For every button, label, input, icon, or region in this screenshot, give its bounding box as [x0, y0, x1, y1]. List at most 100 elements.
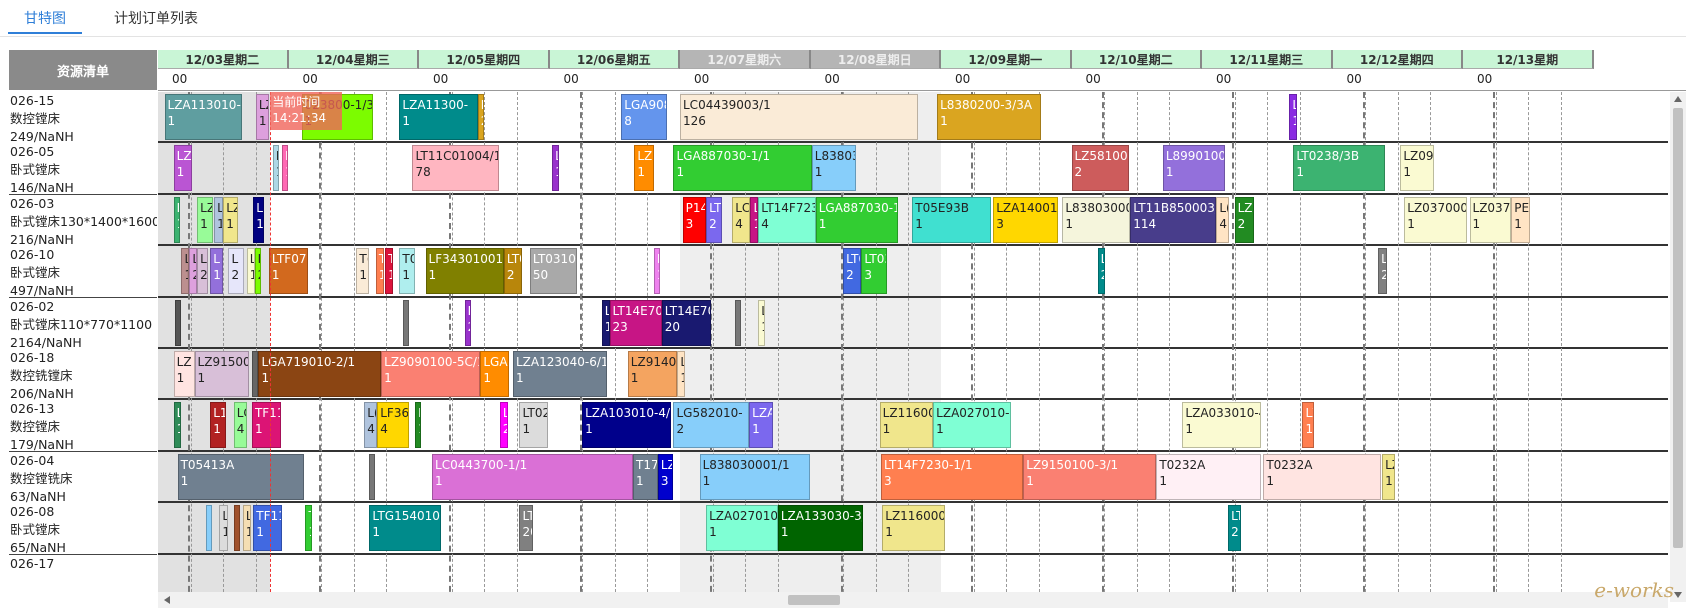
- task-bar[interactable]: LC04439003/1 126: [680, 94, 918, 140]
- task-bar[interactable]: LZA14001- 3: [993, 196, 1059, 243]
- scroll-down-icon[interactable]: [1674, 592, 1682, 598]
- task-bar[interactable]: LZ1160001: [879, 402, 934, 449]
- task-bar[interactable]: LZ9090100-5C/1 1: [381, 351, 481, 397]
- task-bar[interactable]: LT02 1: [519, 402, 549, 449]
- task-bar[interactable]: LZA11300- 1: [399, 94, 478, 140]
- task-bar[interactable]: TF111: [253, 505, 282, 552]
- task-bar[interactable]: [174, 299, 181, 346]
- task-bar[interactable]: L1: [601, 299, 610, 346]
- task-bar[interactable]: L8990100011: [1162, 145, 1226, 192]
- resource-row[interactable]: 026-17: [9, 554, 157, 605]
- task-bar[interactable]: T05413A 1: [177, 453, 305, 500]
- task-bar[interactable]: L1: [750, 196, 759, 243]
- task-bar[interactable]: L2: [499, 402, 508, 449]
- task-bar[interactable]: P14(3: [682, 196, 707, 243]
- resource-row[interactable]: 026-08 卧式镗床 65/NaNH: [9, 503, 157, 557]
- task-bar[interactable]: LZ1160000-1: [882, 505, 945, 552]
- vertical-scroll-thumb[interactable]: [1673, 108, 1683, 548]
- task-bar[interactable]: [206, 505, 213, 552]
- task-bar[interactable]: LZA027010- 1: [706, 505, 778, 552]
- task-bar[interactable]: LZA1: [749, 402, 773, 449]
- task-bar[interactable]: LG582010- 2: [673, 402, 750, 449]
- task-bar[interactable]: LT11B850003/1114: [1130, 196, 1217, 243]
- task-bar[interactable]: L2: [254, 248, 262, 295]
- task-bar[interactable]: LZ1: [1382, 453, 1396, 500]
- task-bar[interactable]: L1: [653, 248, 660, 295]
- task-bar[interactable]: LZ03701: [1469, 196, 1512, 243]
- task-bar[interactable]: L1: [415, 402, 422, 449]
- task-bar[interactable]: LZ91400(1: [627, 351, 678, 397]
- task-bar[interactable]: LC(4: [732, 196, 751, 243]
- task-bar[interactable]: LZA123040-6/1 1: [512, 351, 607, 397]
- task-bar[interactable]: L1: [272, 145, 280, 192]
- resource-row[interactable]: 026-02 卧式镗床110*770*1100 2164/NaNH: [9, 297, 157, 351]
- task-bar[interactable]: [369, 453, 376, 500]
- task-bar[interactable]: L8380200-3/3A 1: [937, 94, 1042, 140]
- task-bar[interactable]: LZ1: [1302, 402, 1315, 449]
- task-bar[interactable]: [734, 299, 741, 346]
- task-bar[interactable]: TF111: [251, 402, 281, 449]
- task-bar[interactable]: [251, 351, 258, 397]
- task-bar[interactable]: L2: [189, 248, 198, 295]
- task-bar[interactable]: T1: [305, 505, 312, 552]
- task-bar[interactable]: L1: [173, 402, 182, 449]
- task-bar[interactable]: L1: [677, 351, 686, 397]
- task-bar[interactable]: LZ58100002: [1071, 145, 1129, 192]
- task-bar[interactable]: LZ3: [657, 453, 674, 500]
- task-bar[interactable]: L2: [1378, 248, 1388, 295]
- resource-row[interactable]: 026-18 数控铣镗床 206/NaNH: [9, 349, 157, 402]
- task-bar[interactable]: L(1: [253, 196, 264, 243]
- task-bar[interactable]: [403, 299, 410, 346]
- task-bar[interactable]: L8380301: [811, 145, 857, 192]
- task-bar[interactable]: LGA887030-1/11: [815, 196, 898, 243]
- task-bar[interactable]: L2: [477, 94, 485, 140]
- task-bar[interactable]: LZ1: [255, 94, 269, 140]
- task-bar[interactable]: LZ0921: [1400, 145, 1435, 192]
- task-bar[interactable]: LT0238/3B 1: [1293, 145, 1385, 192]
- task-bar[interactable]: LF343010012/11: [425, 248, 504, 295]
- task-bar[interactable]: LT20: [519, 505, 533, 552]
- task-bar[interactable]: LZ1: [223, 196, 238, 243]
- scroll-left-icon[interactable]: [164, 596, 170, 604]
- task-bar[interactable]: LT0310150: [529, 248, 577, 295]
- task-bar[interactable]: L1: [181, 248, 190, 295]
- task-bar[interactable]: LT11C01004/1 78: [412, 145, 499, 192]
- task-bar[interactable]: LT2: [1228, 505, 1242, 552]
- task-bar[interactable]: LT14E70523: [609, 299, 662, 346]
- task-bar[interactable]: LZ91: [634, 145, 654, 192]
- task-bar[interactable]: LZA103010-4/1 1: [582, 402, 671, 449]
- task-bar[interactable]: LZ1: [197, 196, 213, 243]
- tab-plan-order-list[interactable]: 计划订单列表: [114, 11, 198, 27]
- resource-row[interactable]: 026-03 卧式镗床130*1400*1600 216/NaNH: [9, 194, 157, 248]
- task-bar[interactable]: L1: [758, 299, 765, 346]
- task-bar[interactable]: LT14F72304: [758, 196, 816, 243]
- task-bar[interactable]: LZA027010- 1: [933, 402, 1012, 449]
- task-bar[interactable]: LGA719010-2/1 1: [258, 351, 382, 397]
- task-bar[interactable]: LZ91500(1: [194, 351, 250, 397]
- resource-row[interactable]: 026-10 卧式镗床 497/NaNH: [9, 246, 157, 300]
- task-bar[interactable]: L(4: [364, 402, 378, 449]
- task-bar[interactable]: LC0443700-1/1 1: [432, 453, 634, 500]
- task-bar[interactable]: T0232A 1: [1263, 453, 1381, 500]
- task-bar[interactable]: L838030001/1 1: [699, 453, 811, 500]
- task-bar[interactable]: T05E93B 1: [912, 196, 991, 243]
- task-bar[interactable]: T1: [385, 248, 393, 295]
- task-bar[interactable]: LF3684: [377, 402, 409, 449]
- task-bar[interactable]: L838030001/1: [1062, 196, 1131, 243]
- task-bar[interactable]: [233, 505, 241, 552]
- task-bar[interactable]: LT02: [503, 248, 523, 295]
- task-bar[interactable]: L11: [210, 402, 226, 449]
- task-bar[interactable]: LZA133030-3/11: [777, 505, 863, 552]
- task-bar[interactable]: L1: [242, 505, 251, 552]
- resource-row[interactable]: 026-15 数控镗床 249/NaNH: [9, 92, 157, 145]
- task-bar[interactable]: T01: [399, 248, 416, 295]
- task-bar[interactable]: LZ32: [1234, 196, 1255, 243]
- task-bar[interactable]: L1: [246, 248, 255, 295]
- task-bar[interactable]: LT14F7230-1/1 3: [880, 453, 1024, 500]
